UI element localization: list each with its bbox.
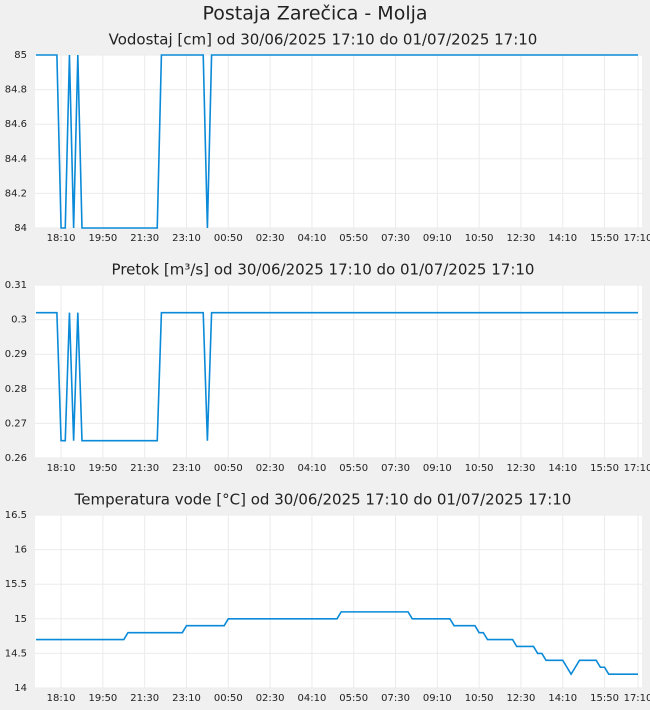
x-tick-label: 14:10 xyxy=(548,693,577,704)
x-tick-label: 07:30 xyxy=(381,693,410,704)
y-tick-label: 0.27 xyxy=(5,418,27,429)
x-tick-label: 23:10 xyxy=(172,693,201,704)
y-tick-label: 84.8 xyxy=(5,85,27,96)
x-tick-label: 00:50 xyxy=(214,463,243,474)
x-tick-label: 04:10 xyxy=(298,463,327,474)
plot-area xyxy=(35,285,642,458)
x-tick-label: 09:10 xyxy=(423,463,452,474)
x-tick-label: 10:50 xyxy=(465,693,494,704)
y-tick-label: 14 xyxy=(14,683,27,694)
y-tick-label: 0.3 xyxy=(11,315,27,326)
y-tick-label: 84.2 xyxy=(5,188,27,199)
y-tick-label: 0.26 xyxy=(5,453,27,464)
x-tick-label: 10:50 xyxy=(465,233,494,244)
y-tick-label: 15 xyxy=(14,614,27,625)
chart-title: Vodostaj [cm] od 30/06/2025 17:10 do 01/… xyxy=(109,31,538,49)
x-tick-label: 18:10 xyxy=(47,693,76,704)
y-tick-label: 0.31 xyxy=(5,280,27,291)
x-tick-label: 23:10 xyxy=(172,233,201,244)
x-tick-label: 02:30 xyxy=(256,693,285,704)
x-tick-label: 07:30 xyxy=(381,233,410,244)
x-tick-label: 07:30 xyxy=(381,463,410,474)
x-tick-label: 05:50 xyxy=(339,693,368,704)
y-tick-label: 15.5 xyxy=(5,579,27,590)
x-tick-label: 04:10 xyxy=(298,693,327,704)
x-tick-label: 04:10 xyxy=(298,233,327,244)
x-tick-label: 17:10 xyxy=(624,693,650,704)
chart-title: Pretok [m³/s] od 30/06/2025 17:10 do 01/… xyxy=(112,261,535,279)
x-tick-label: 17:10 xyxy=(624,233,650,244)
x-tick-label: 14:10 xyxy=(548,463,577,474)
y-tick-label: 84.6 xyxy=(5,119,27,130)
y-tick-label: 85 xyxy=(14,50,27,61)
data-line xyxy=(36,311,638,442)
x-tick-label: 12:30 xyxy=(507,233,536,244)
data-line xyxy=(36,611,638,676)
y-tick-label: 16.5 xyxy=(5,510,27,521)
x-tick-label: 19:50 xyxy=(88,233,117,244)
y-tick-label: 0.29 xyxy=(5,349,27,360)
x-tick-label: 09:10 xyxy=(423,693,452,704)
chart-title: Temperatura vode [°C] od 30/06/2025 17:1… xyxy=(74,491,572,509)
y-tick-label: 84 xyxy=(14,223,27,234)
x-tick-label: 19:50 xyxy=(88,463,117,474)
x-tick-label: 18:10 xyxy=(47,463,76,474)
x-tick-label: 15:50 xyxy=(590,693,619,704)
x-tick-label: 12:30 xyxy=(507,463,536,474)
x-tick-label: 23:10 xyxy=(172,463,201,474)
x-tick-label: 05:50 xyxy=(339,463,368,474)
x-tick-label: 14:10 xyxy=(548,233,577,244)
x-tick-label: 02:30 xyxy=(256,233,285,244)
x-tick-label: 05:50 xyxy=(339,233,368,244)
x-tick-label: 09:10 xyxy=(423,233,452,244)
x-tick-label: 00:50 xyxy=(214,233,243,244)
page-title: Postaja Zarečica - Molja xyxy=(202,3,427,25)
data-line xyxy=(36,54,638,229)
x-tick-label: 12:30 xyxy=(507,693,536,704)
x-tick-label: 18:10 xyxy=(47,233,76,244)
y-tick-label: 16 xyxy=(14,545,27,556)
y-tick-label: 14.5 xyxy=(5,648,27,659)
y-tick-label: 0.28 xyxy=(5,384,27,395)
x-tick-label: 15:50 xyxy=(590,233,619,244)
x-tick-label: 10:50 xyxy=(465,463,494,474)
plot-area xyxy=(35,515,642,688)
x-tick-label: 21:30 xyxy=(130,233,159,244)
x-tick-label: 15:50 xyxy=(590,463,619,474)
plot-area xyxy=(35,55,642,228)
x-tick-label: 00:50 xyxy=(214,693,243,704)
x-tick-label: 21:30 xyxy=(130,693,159,704)
x-tick-label: 21:30 xyxy=(130,463,159,474)
x-tick-label: 02:30 xyxy=(256,463,285,474)
x-tick-label: 17:10 xyxy=(624,463,650,474)
y-tick-label: 84.4 xyxy=(5,154,27,165)
x-tick-label: 19:50 xyxy=(88,693,117,704)
